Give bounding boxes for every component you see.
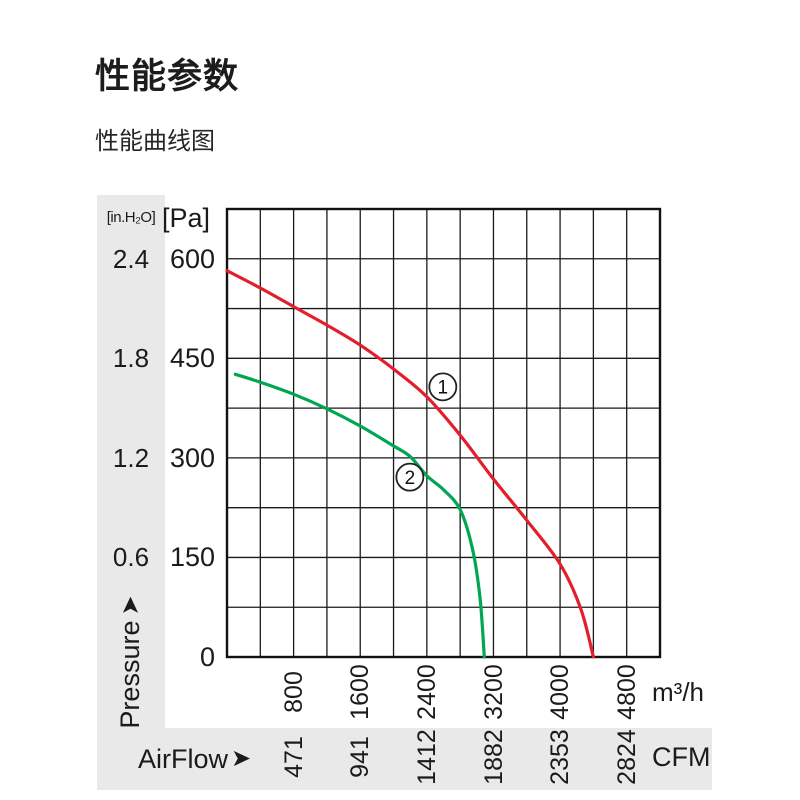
marker-label-2: 2 [405, 468, 416, 489]
x-tick-cfm: 2824 [612, 729, 641, 785]
y-tick-pa: 150 [169, 542, 215, 572]
marker-circle-2 [395, 462, 425, 492]
pressure-arrow-icon: ➤ [116, 595, 144, 616]
x-tick-cfm: 2353 [545, 729, 574, 785]
y-tick-pa: 300 [169, 443, 215, 473]
marker-label-1: 1 [438, 378, 449, 399]
y-tick-inh2o: 2.4 [112, 244, 150, 274]
x-axis-unit-m3h: m³/h [652, 677, 704, 707]
page-subtitle: 性能曲线图 [95, 128, 215, 155]
y-axis-unit-inh2o: [in.H₂O] [106, 209, 156, 226]
y-tick-inh2o: 1.8 [112, 343, 150, 373]
y-axis-label-pressure: Pressure ➤ [114, 587, 146, 737]
y-tick-inh2o: 0.6 [112, 542, 150, 572]
y-tick-inh2o: 1.2 [112, 443, 150, 473]
x-tick-cfm: 941 [345, 736, 374, 778]
curve-1 [225, 269, 595, 659]
x-tick-cfm: 1882 [479, 729, 508, 785]
y-tick-pa: 450 [169, 343, 215, 373]
plot-border [225, 207, 662, 659]
y-axis-unit-pa: [Pa] [161, 203, 211, 233]
secondary-unit-left-band [97, 195, 165, 728]
secondary-unit-bottom-band [97, 728, 712, 790]
x-axis-unit-cfm: CFM [652, 742, 711, 772]
x-tick-cfm: 1412 [412, 729, 441, 785]
airflow-arrow-icon: ➤ [231, 745, 252, 772]
y-tick-pa: 0 [199, 642, 215, 672]
airflow-label-text: AirFlow [138, 744, 229, 774]
marker-circle-1 [428, 372, 458, 402]
x-tick-cfm: 471 [279, 736, 308, 778]
curve-2 [233, 372, 486, 659]
x-axis-label-airflow: AirFlow ➤ [138, 742, 251, 776]
y-tick-pa: 600 [169, 244, 215, 274]
page-title: 性能参数 [95, 57, 240, 96]
pressure-label-text: Pressure [114, 620, 145, 729]
